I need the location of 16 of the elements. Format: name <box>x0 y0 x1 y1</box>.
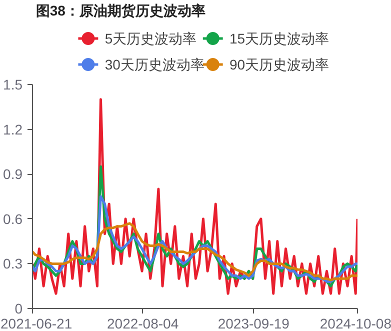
x-tick-label: 2022-08-04 <box>107 316 179 331</box>
y-tick-label: 0.9 <box>3 166 23 182</box>
legend-label: 30天历史波动率 <box>104 56 204 72</box>
x-tick-label: 2024-10-08 <box>320 316 391 331</box>
x-tick-label: 2021-06-21 <box>0 316 72 331</box>
y-tick-label: 1.5 <box>3 76 23 92</box>
x-tick-label: 2023-09-19 <box>218 316 290 331</box>
y-tick-label: 0.6 <box>3 210 23 227</box>
y-tick-label: 1.2 <box>3 121 23 138</box>
line-series <box>32 222 358 282</box>
y-tick-label: 0 <box>14 300 23 316</box>
legend-label: 90天历史波动率 <box>229 56 330 72</box>
legend-label: 15天历史波动率 <box>229 30 330 46</box>
y-tick-label: 0.3 <box>3 256 23 272</box>
chart-title: 图38：原油期货历史波动率 <box>36 2 206 18</box>
legend-label: 5天历史波动率 <box>104 30 197 46</box>
